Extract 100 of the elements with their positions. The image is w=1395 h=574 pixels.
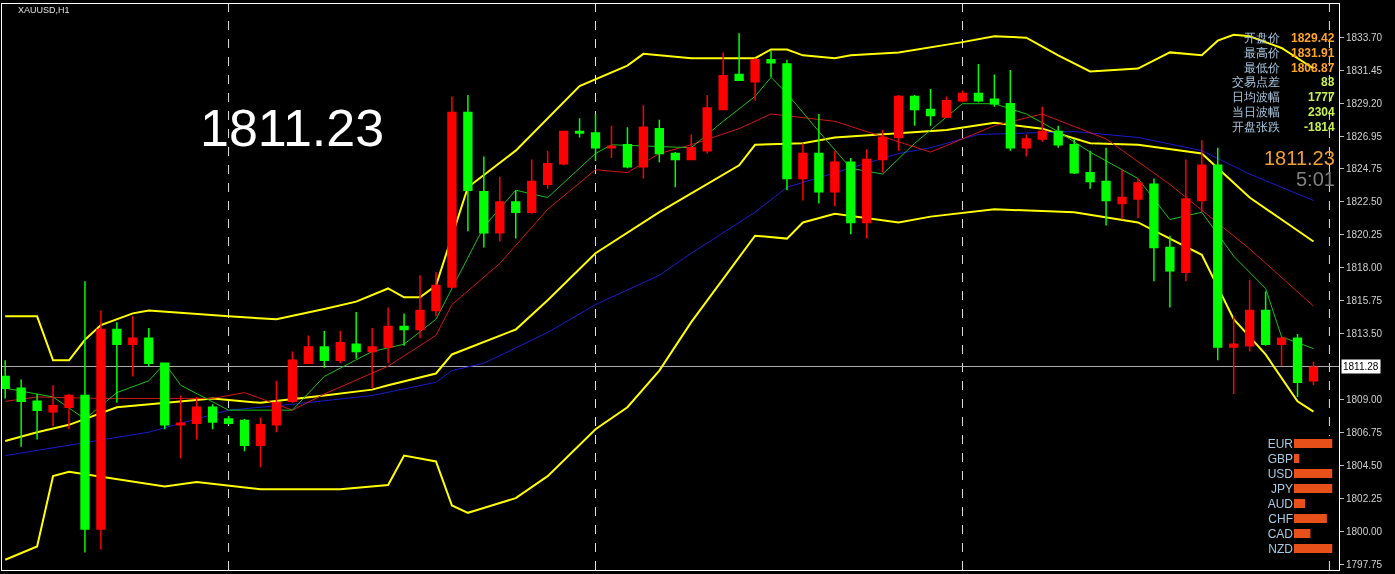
y-tick-label: 1818.00 bbox=[1346, 262, 1383, 274]
candlestick bbox=[96, 309, 106, 551]
candlestick bbox=[1213, 146, 1223, 362]
y-tick-label: 1809.00 bbox=[1346, 394, 1383, 406]
candlestick bbox=[1260, 290, 1271, 347]
annotation: 5:01 bbox=[1296, 168, 1335, 190]
candlestick bbox=[622, 126, 633, 169]
y-tick-label: 1797.75 bbox=[1346, 559, 1383, 571]
candlestick bbox=[255, 416, 266, 469]
y-tick-label: 1831.45 bbox=[1346, 65, 1383, 77]
candlestick bbox=[16, 378, 26, 448]
candlestick bbox=[893, 94, 904, 152]
annotation: 最低价 bbox=[1244, 61, 1280, 75]
candlestick bbox=[431, 271, 441, 318]
candlestick bbox=[750, 57, 760, 102]
candlestick bbox=[160, 362, 170, 430]
candlestick bbox=[558, 130, 569, 167]
candlestick bbox=[128, 315, 138, 378]
candlestick bbox=[782, 58, 792, 191]
y-tick-label: 1804.50 bbox=[1346, 460, 1383, 472]
y-tick-label: CHF bbox=[1268, 511, 1293, 526]
y-tick-label: 1806.75 bbox=[1346, 427, 1383, 439]
y-tick-label: JPY bbox=[1270, 481, 1293, 496]
y-tick-label: AUD bbox=[1267, 496, 1294, 511]
annotation: 1808.87 bbox=[1291, 61, 1335, 75]
y-tick-label: 1813.50 bbox=[1346, 328, 1383, 340]
bar bbox=[1294, 469, 1333, 478]
candlestick bbox=[223, 415, 234, 426]
candlestick bbox=[2, 359, 10, 400]
candlestick bbox=[957, 89, 968, 103]
bar bbox=[1294, 454, 1300, 463]
candlestick bbox=[909, 94, 920, 127]
y-tick-label: 1800.00 bbox=[1346, 526, 1383, 538]
candlestick bbox=[1053, 124, 1063, 149]
candlestick bbox=[191, 396, 202, 441]
bar bbox=[1294, 439, 1333, 448]
annotation: 1831.91 bbox=[1291, 46, 1335, 60]
bar bbox=[1294, 499, 1306, 508]
candlestick bbox=[830, 149, 840, 208]
y-tick-label: 1822.50 bbox=[1346, 196, 1383, 208]
y-tick-label: 1826.95 bbox=[1346, 131, 1383, 143]
candlestick bbox=[878, 129, 888, 174]
candlestick bbox=[1133, 177, 1143, 219]
candlestick bbox=[814, 113, 824, 205]
candlestick bbox=[479, 155, 489, 249]
candlestick bbox=[80, 280, 90, 554]
annotation: 1811.23 bbox=[200, 99, 385, 157]
candlestick bbox=[367, 327, 377, 389]
candlestick bbox=[941, 95, 952, 120]
candlestick bbox=[64, 393, 74, 430]
candlestick bbox=[766, 50, 776, 79]
y-tick-label: 1829.20 bbox=[1346, 98, 1383, 110]
candlestick bbox=[1069, 138, 1079, 175]
bar bbox=[1294, 529, 1311, 538]
candlestick bbox=[511, 189, 521, 240]
y-tick-label: 1802.25 bbox=[1346, 493, 1383, 505]
candlestick bbox=[1005, 69, 1015, 152]
candlestick bbox=[495, 176, 505, 243]
candlestick bbox=[1292, 333, 1303, 398]
annotation: 当日波幅 bbox=[1232, 105, 1280, 119]
bar bbox=[1294, 484, 1333, 493]
y-tick-label: NZD bbox=[1268, 541, 1294, 556]
candlestick bbox=[590, 113, 601, 162]
candlestick bbox=[989, 73, 1000, 108]
candlestick bbox=[1021, 133, 1031, 158]
candlestick bbox=[239, 418, 250, 452]
y-tick-label: 1815.75 bbox=[1346, 295, 1383, 307]
candlestick bbox=[32, 393, 42, 441]
candlestick bbox=[176, 394, 186, 460]
candlestick bbox=[1117, 168, 1127, 221]
candlestick bbox=[1308, 361, 1319, 386]
candlestick bbox=[638, 104, 649, 180]
candlestick bbox=[1276, 336, 1287, 367]
candlestick bbox=[303, 334, 313, 364]
candlestick bbox=[1085, 149, 1095, 190]
candlestick bbox=[319, 330, 329, 369]
candlestick bbox=[574, 117, 585, 139]
candlestick bbox=[1165, 234, 1175, 309]
candlestick bbox=[670, 151, 680, 189]
annotation: 2304 bbox=[1308, 105, 1336, 119]
candlestick bbox=[973, 63, 984, 103]
y-tick-label: EUR bbox=[1267, 436, 1294, 451]
candlestick bbox=[798, 142, 808, 202]
y-tick-label: 1820.25 bbox=[1346, 229, 1383, 241]
annotation: 1829.42 bbox=[1291, 31, 1335, 45]
candlestick bbox=[734, 32, 744, 81]
candlestick bbox=[1149, 177, 1159, 282]
bar bbox=[1294, 514, 1327, 523]
candlestick bbox=[112, 321, 122, 404]
candlestick bbox=[415, 274, 425, 340]
annotation: 开盘张跌 bbox=[1232, 120, 1280, 134]
candlestick bbox=[846, 157, 856, 235]
candlestick bbox=[144, 327, 154, 367]
annotation: 1811.23 bbox=[1264, 147, 1335, 169]
candlestick bbox=[1245, 278, 1255, 353]
annotation: 日均波幅 bbox=[1232, 90, 1280, 104]
candlestick bbox=[1101, 146, 1111, 227]
annotation: 83 bbox=[1321, 75, 1335, 89]
candlestick bbox=[862, 148, 872, 240]
candlestick bbox=[335, 330, 345, 364]
